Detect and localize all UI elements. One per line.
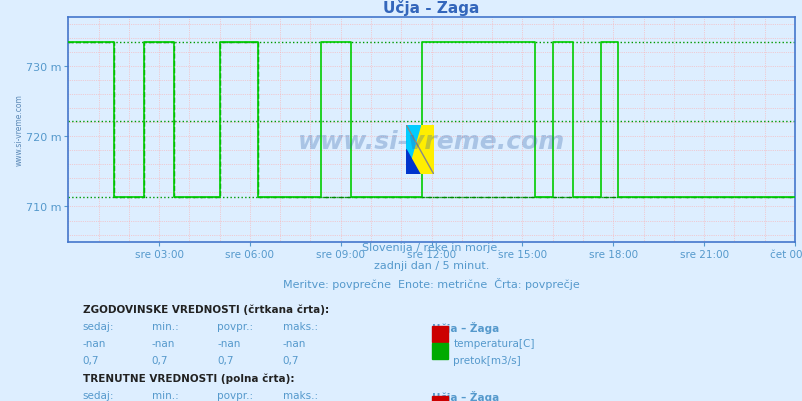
Text: maks.:: maks.: bbox=[282, 321, 318, 331]
Title: Učja - Žaga: Učja - Žaga bbox=[383, 0, 480, 16]
Text: -nan: -nan bbox=[152, 338, 175, 348]
Text: sedaj:: sedaj: bbox=[83, 390, 114, 400]
Text: -nan: -nan bbox=[217, 338, 241, 348]
Text: Slovenija / reke in morje.: Slovenija / reke in morje. bbox=[362, 243, 500, 253]
Text: ZGODOVINSKE VREDNOSTI (črtkana črta):: ZGODOVINSKE VREDNOSTI (črtkana črta): bbox=[83, 304, 329, 314]
Text: Učja – Žaga: Učja – Žaga bbox=[431, 321, 498, 333]
Text: pretok[m3/s]: pretok[m3/s] bbox=[453, 355, 520, 365]
Text: www.si-vreme.com: www.si-vreme.com bbox=[298, 129, 565, 153]
Text: 0,7: 0,7 bbox=[282, 355, 299, 365]
Text: sedaj:: sedaj: bbox=[83, 321, 114, 331]
Text: min.:: min.: bbox=[152, 321, 178, 331]
Text: temperatura[C]: temperatura[C] bbox=[453, 338, 534, 348]
Bar bbox=[431, 326, 447, 342]
Text: povpr.:: povpr.: bbox=[217, 321, 253, 331]
Text: maks.:: maks.: bbox=[282, 390, 318, 400]
Text: povpr.:: povpr.: bbox=[217, 390, 253, 400]
Text: Učja – Žaga: Učja – Žaga bbox=[431, 390, 498, 401]
Text: 0,7: 0,7 bbox=[83, 355, 99, 365]
Bar bbox=[431, 344, 447, 359]
Text: -nan: -nan bbox=[83, 338, 106, 348]
Text: min.:: min.: bbox=[152, 390, 178, 400]
Bar bbox=[431, 396, 447, 401]
Text: Meritve: povprečne  Enote: metrične  Črta: povprečje: Meritve: povprečne Enote: metrične Črta:… bbox=[283, 277, 579, 290]
Text: zadnji dan / 5 minut.: zadnji dan / 5 minut. bbox=[374, 261, 488, 271]
Text: 0,7: 0,7 bbox=[217, 355, 233, 365]
Text: 0,7: 0,7 bbox=[152, 355, 168, 365]
Text: TRENUTNE VREDNOSTI (polna črta):: TRENUTNE VREDNOSTI (polna črta): bbox=[83, 373, 294, 383]
Text: -nan: -nan bbox=[282, 338, 306, 348]
Text: www.si-vreme.com: www.si-vreme.com bbox=[14, 94, 23, 166]
